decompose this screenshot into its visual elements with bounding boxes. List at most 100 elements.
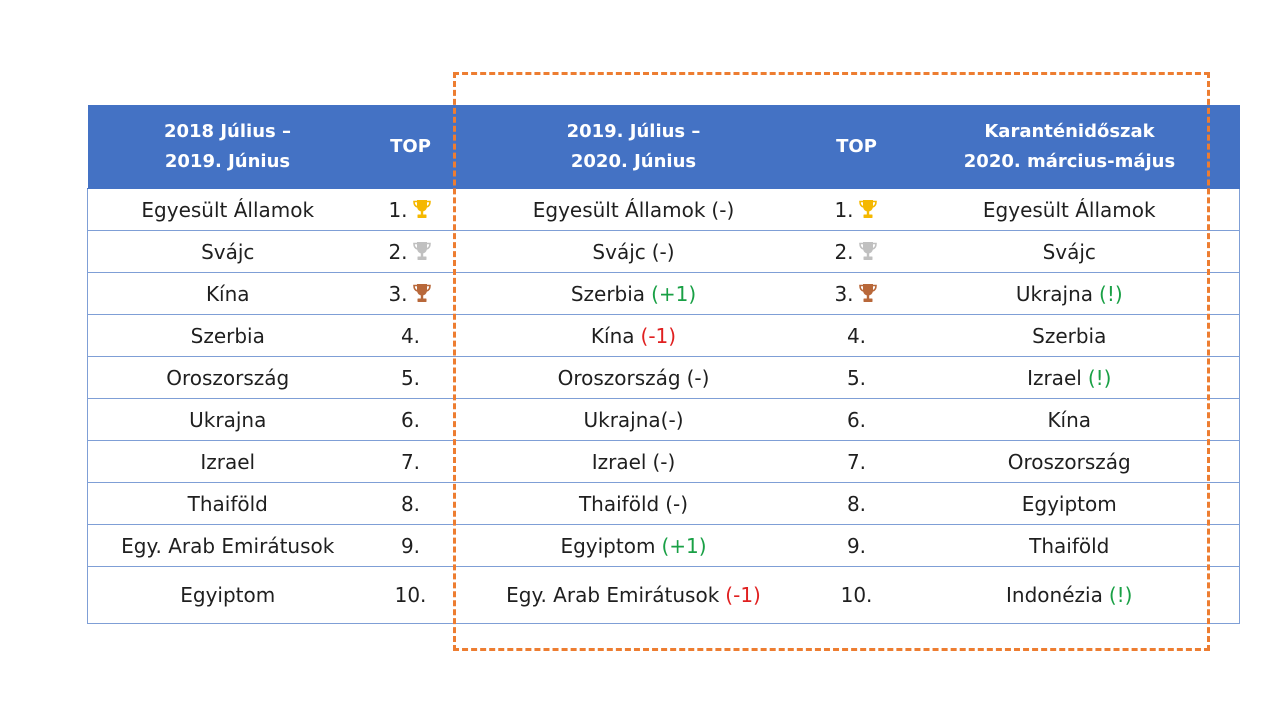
header-period2-line2: 2020. Június	[570, 150, 697, 172]
rank-number: 3.	[388, 281, 408, 306]
country-2018-2019: Thaiföld	[87, 482, 368, 525]
header-period3-line2: 2020. március-május	[963, 150, 1176, 172]
rank-2: 4.	[813, 314, 900, 357]
country-name: Egyiptom	[560, 533, 656, 558]
rank-number: 1.	[388, 197, 408, 222]
rank-number: 5.	[400, 365, 421, 390]
country-name: Szerbia	[1032, 323, 1107, 348]
country-2019-2020: Izrael (-)	[453, 440, 814, 483]
country-name: Izrael	[591, 449, 647, 474]
table-row: Egy. Arab Emirátusok 9. Egyiptom (+1) 9. …	[87, 524, 1240, 567]
country-2018-2019: Egy. Arab Emirátusok	[87, 524, 368, 567]
rank-number: 8.	[846, 491, 867, 516]
country-quarantine: Szerbia	[899, 314, 1240, 357]
rank-number: 5.	[846, 365, 867, 390]
country-name: Egyesült Államok	[982, 197, 1156, 222]
new-entry-mark: (!)	[1099, 281, 1123, 306]
table-row: Ukrajna 6. Ukrajna(-) 6. Kína	[87, 398, 1240, 441]
rank-1: 7.	[367, 440, 454, 483]
country-name: Egy. Arab Emirátusok	[506, 583, 720, 607]
rank-change: (-)	[665, 491, 689, 516]
country-2019-2020: Egy. Arab Emirátusok (-1)	[453, 566, 814, 624]
rank-1: 3.	[367, 272, 454, 315]
country-name: Szerbia	[570, 281, 646, 306]
rank-number: 10.	[840, 583, 873, 607]
header-period2-line1: 2019. Július –	[566, 120, 701, 142]
country-name: Izrael	[1027, 365, 1082, 390]
country-name: Oroszország	[1007, 449, 1131, 474]
country-2019-2020: Thaiföld (-)	[453, 482, 814, 525]
table-row: Kína 3. Szerbia (+1) 3. Ukrajna (!)	[87, 272, 1240, 315]
rank-change: (-)	[711, 197, 735, 222]
country-name: Thaiföld	[1029, 533, 1110, 558]
country-quarantine: Egyesült Államok	[899, 188, 1240, 231]
header-period-2019-2020: 2019. Július – 2020. Június	[453, 105, 814, 189]
country-2019-2020: Egyesült Államok (-)	[453, 188, 814, 231]
header-top-2: TOP	[813, 105, 900, 189]
table-row: Svájc 2. Svájc (-) 2. Svájc	[87, 230, 1240, 273]
rank-1: 2.	[367, 230, 454, 273]
country-2018-2019: Ukrajna	[87, 398, 368, 441]
rank-2: 5.	[813, 356, 900, 399]
country-2018-2019: Szerbia	[87, 314, 368, 357]
rank-number: 10.	[394, 583, 427, 607]
country-quarantine: Kína	[899, 398, 1240, 441]
country-2019-2020: Oroszország (-)	[453, 356, 814, 399]
rank-number: 2.	[388, 239, 408, 264]
country-2019-2020: Svájc (-)	[453, 230, 814, 273]
rank-1: 9.	[367, 524, 454, 567]
country-2019-2020: Szerbia (+1)	[453, 272, 814, 315]
rank-number: 6.	[400, 407, 421, 432]
table-header: 2018 Július – 2019. Június TOP 2019. Júl…	[87, 105, 1240, 189]
country-name: Egyiptom	[1021, 491, 1117, 516]
rank-2: 2.	[813, 230, 900, 273]
country-quarantine: Izrael (!)	[899, 356, 1240, 399]
rank-number: 8.	[400, 491, 421, 516]
ranking-table: 2018 Július – 2019. Június TOP 2019. Júl…	[87, 105, 1240, 624]
country-name: Ukrajna	[1015, 281, 1094, 306]
rank-2: 1.	[813, 188, 900, 231]
new-entry-mark: (!)	[1108, 583, 1133, 607]
country-2018-2019: Oroszország	[87, 356, 368, 399]
rank-number: 9.	[400, 533, 421, 558]
rank-change: (-)	[652, 449, 676, 474]
silver-trophy-icon	[412, 241, 431, 260]
table-row: Egyesült Államok 1. Egyesült Államok (-) …	[87, 188, 1240, 231]
rank-1: 6.	[367, 398, 454, 441]
gold-trophy-icon	[412, 199, 431, 218]
country-2018-2019: Egyiptom	[87, 566, 368, 624]
table-body: Egyesült Államok 1. Egyesült Államok (-) …	[87, 188, 1240, 624]
rank-2: 10.	[813, 566, 900, 624]
rank-1: 10.	[367, 566, 454, 624]
country-2019-2020: Egyiptom (+1)	[453, 524, 814, 567]
rank-number: 7.	[400, 449, 421, 474]
rank-number: 4.	[400, 323, 421, 348]
country-name: Indonézia	[1006, 583, 1103, 607]
rank-number: 3.	[834, 281, 854, 306]
rank-2: 6.	[813, 398, 900, 441]
header-period1-line1: 2018 Július –	[163, 120, 291, 142]
country-quarantine: Svájc	[899, 230, 1240, 273]
rank-number: 2.	[834, 239, 854, 264]
new-entry-mark: (!)	[1087, 365, 1112, 390]
country-quarantine: Indonézia (!)	[899, 566, 1240, 624]
rank-change: (-)	[686, 365, 710, 390]
rank-number: 7.	[846, 449, 867, 474]
rank-1: 1.	[367, 188, 454, 231]
rank-change: (+1)	[651, 281, 697, 306]
table-row: Izrael 7. Izrael (-) 7. Oroszország	[87, 440, 1240, 483]
bronze-trophy-icon	[858, 283, 877, 302]
country-name: Thaiföld	[578, 491, 660, 516]
header-quarantine-period: Karanténidőszak 2020. március-május	[899, 105, 1240, 189]
country-2019-2020: Ukrajna(-)	[453, 398, 814, 441]
country-name: Egyesült Államok	[532, 197, 706, 222]
country-name: Kína	[1047, 407, 1092, 432]
rank-change: (-)	[651, 239, 675, 264]
rank-number: 1.	[834, 197, 854, 222]
country-2018-2019: Egyesült Államok	[87, 188, 368, 231]
rank-2: 7.	[813, 440, 900, 483]
country-2018-2019: Svájc	[87, 230, 368, 273]
country-quarantine: Egyiptom	[899, 482, 1240, 525]
country-2018-2019: Kína	[87, 272, 368, 315]
country-name: Svájc	[592, 239, 646, 264]
